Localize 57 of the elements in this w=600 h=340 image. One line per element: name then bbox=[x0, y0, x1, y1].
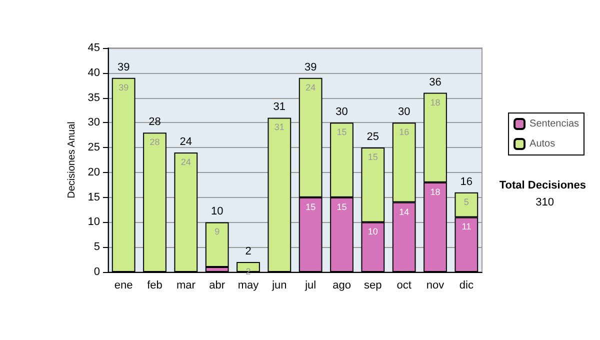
data-label: 15 bbox=[336, 127, 347, 138]
x-tick-label: feb bbox=[147, 280, 162, 292]
x-tick-label: jun bbox=[271, 280, 287, 292]
x-tick-label: oct bbox=[396, 280, 412, 292]
data-label: 15 bbox=[368, 152, 378, 162]
data-label: 5 bbox=[464, 196, 469, 207]
y-tick-label: 40 bbox=[88, 66, 100, 79]
total-label: 28 bbox=[148, 116, 161, 128]
text: Total Decisiones bbox=[499, 180, 586, 192]
total-label: 31 bbox=[273, 101, 286, 114]
y-tick-label: 10 bbox=[88, 216, 100, 228]
data-label: 24 bbox=[306, 82, 316, 92]
data-label: 2 bbox=[245, 246, 252, 258]
total-label: 30 bbox=[336, 106, 348, 118]
legend-label: Sentencias bbox=[530, 118, 580, 130]
total-label: 24 bbox=[180, 136, 192, 148]
data-label: 9 bbox=[214, 226, 220, 237]
y-tick-label: 0 bbox=[94, 266, 100, 278]
x-tick-label: abr bbox=[209, 280, 226, 292]
y-tick-label: 35 bbox=[88, 92, 100, 104]
y-tick-label: 15 bbox=[88, 191, 100, 204]
x-tick-label: dic bbox=[459, 280, 474, 292]
x-tick-label: jul bbox=[304, 280, 316, 292]
data-label: 24 bbox=[180, 157, 191, 168]
total-label: 16 bbox=[460, 176, 473, 188]
total-label: 36 bbox=[429, 76, 442, 88]
y-tick-label: 20 bbox=[88, 166, 100, 178]
data-label: 15 bbox=[306, 202, 316, 212]
data-label: 10 bbox=[368, 226, 378, 237]
data-label: 39 bbox=[118, 82, 129, 92]
y-tick-label: 25 bbox=[88, 142, 100, 154]
total-label: 2 bbox=[246, 266, 251, 277]
x-tick-label: ene bbox=[114, 280, 133, 292]
y-tick-label: 5 bbox=[94, 241, 100, 254]
legend-label: Autos bbox=[530, 138, 556, 150]
total-label: 39 bbox=[117, 61, 130, 74]
x-tick-label: mar bbox=[176, 280, 196, 292]
x-tick-label: sep bbox=[364, 280, 382, 292]
y-axis-title: Decisiones Anual bbox=[66, 122, 78, 198]
total-label: 10 bbox=[210, 206, 224, 218]
total-label: 39 bbox=[304, 61, 317, 74]
total-label: 25 bbox=[366, 131, 380, 144]
total-label: 30 bbox=[398, 106, 410, 118]
data-label: 16 bbox=[399, 127, 410, 138]
y-tick-label: 45 bbox=[88, 42, 100, 54]
data-label: 28 bbox=[150, 137, 160, 148]
x-tick-label: may bbox=[238, 280, 260, 292]
data-label: 31 bbox=[274, 122, 284, 132]
x-tick-label: ago bbox=[332, 280, 351, 292]
data-label: 15 bbox=[336, 202, 347, 212]
text: 310 bbox=[536, 196, 554, 208]
data-label: 11 bbox=[462, 222, 472, 232]
y-tick-label: 30 bbox=[88, 116, 100, 129]
data-label: 14 bbox=[399, 206, 410, 217]
x-tick-label: nov bbox=[426, 280, 445, 292]
data-label: 18 bbox=[430, 186, 440, 197]
data-label: 18 bbox=[430, 97, 440, 108]
